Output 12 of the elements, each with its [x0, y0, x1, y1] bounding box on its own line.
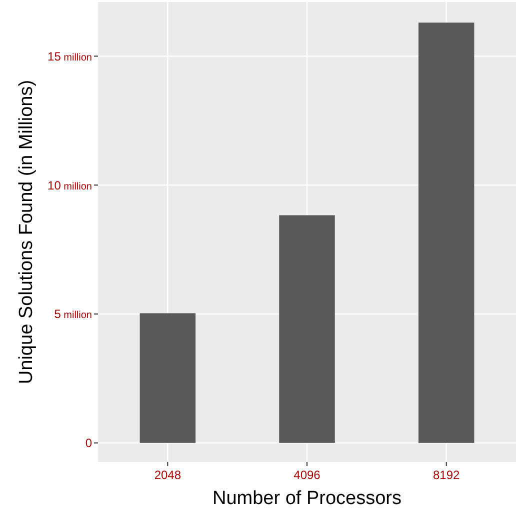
x-axis-title: Number of Processors: [212, 488, 402, 509]
x-tick-label: 2048: [154, 468, 182, 482]
y-axis-title: Unique Solutions Found (in Millions): [16, 80, 37, 384]
y-tick-label: 5 million: [54, 307, 92, 322]
bar: [140, 313, 196, 443]
x-tick-label: 8192: [432, 468, 460, 482]
x-tick-label: 4096: [294, 468, 321, 482]
bar: [279, 215, 335, 443]
y-tick-label: 15 million: [48, 49, 92, 64]
y-tick-label: 0: [85, 436, 92, 450]
bar: [418, 22, 474, 443]
y-tick-label: 10 million: [48, 178, 92, 192]
